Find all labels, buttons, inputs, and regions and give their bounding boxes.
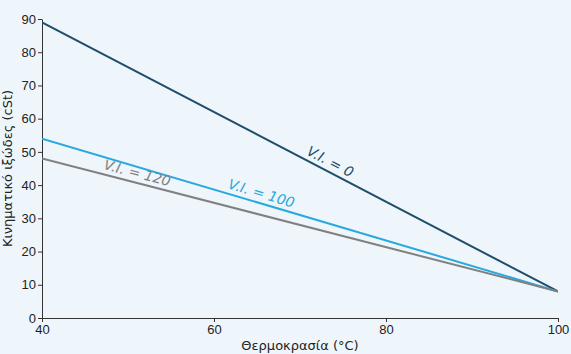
tick-label: 0 <box>29 311 36 326</box>
x-axis: 40 60 80 100 <box>35 318 569 337</box>
tick: 10 <box>22 277 42 292</box>
line <box>42 159 558 292</box>
series-label: V.I. = 120 <box>102 156 172 189</box>
tick-mark <box>38 285 42 286</box>
axis-line <box>42 20 43 319</box>
tick-label: 70 <box>22 78 36 93</box>
series-label: V.I. = 0 <box>304 143 356 181</box>
x-axis-title: Θερμοκρασία (°C) <box>241 338 358 353</box>
line <box>42 22 558 291</box>
tick-mark <box>38 218 42 219</box>
tick-mark <box>38 119 42 120</box>
tick-label: 30 <box>22 211 36 226</box>
tick-label: 60 <box>207 322 221 337</box>
tick-mark <box>38 85 42 86</box>
axis-line <box>43 318 559 319</box>
tick: 90 <box>22 12 42 27</box>
tick-mark <box>38 318 42 319</box>
tick: 50 <box>22 145 42 160</box>
line <box>42 139 558 292</box>
tick-label: 80 <box>22 45 36 60</box>
tick: 60 <box>22 111 42 126</box>
tick-label: 40 <box>22 178 36 193</box>
tick: 20 <box>22 244 42 259</box>
tick: 0 <box>29 311 42 326</box>
y-axis: 0 10 20 30 40 50 60 70 80 90 <box>22 12 43 326</box>
tick: 80 <box>379 318 393 337</box>
tick-label: 20 <box>22 244 36 259</box>
y-axis-title: Κινηματικό ιξώδες (cSt) <box>0 90 15 247</box>
chart: 4060801000102030405060708090V.I. = 0V.I.… <box>0 0 571 354</box>
tick: 60 <box>207 318 221 337</box>
tick: 70 <box>22 78 42 93</box>
tick-mark <box>38 52 42 53</box>
tick-label: 100 <box>548 322 570 337</box>
tick: 40 <box>35 318 49 337</box>
tick: 40 <box>22 178 42 193</box>
series-label: V.I. = 100 <box>227 176 297 211</box>
plot: 4060801000102030405060708090V.I. = 0V.I.… <box>22 12 570 338</box>
tick-label: 80 <box>379 322 393 337</box>
tick-label: 50 <box>22 145 36 160</box>
tick-label: 60 <box>22 111 36 126</box>
tick-mark <box>38 152 42 153</box>
tick-mark <box>38 252 42 253</box>
tick: 30 <box>22 211 42 226</box>
tick-label: 10 <box>22 277 36 292</box>
tick-mark <box>38 185 42 186</box>
tick: 80 <box>22 45 42 60</box>
lines <box>42 22 558 291</box>
tick-label: 90 <box>22 12 36 27</box>
tick: 100 <box>548 318 570 337</box>
tick-label: 40 <box>35 322 49 337</box>
tick-mark <box>38 19 42 20</box>
